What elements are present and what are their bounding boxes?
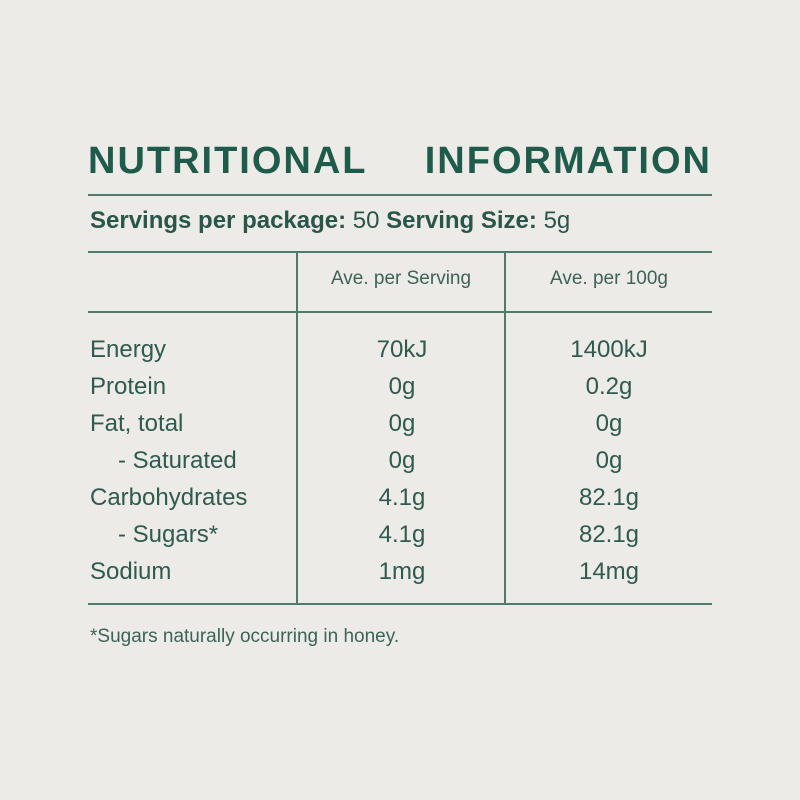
per-100g-value: 82.1g bbox=[578, 484, 640, 511]
servings-info: Servings per package: 50 Serving Size: 5… bbox=[90, 207, 570, 235]
per-100g-value: 1400kJ bbox=[570, 336, 648, 363]
table-row: Fat, total 0g 0g bbox=[88, 410, 712, 447]
per-100g-value: 0g bbox=[595, 410, 623, 437]
nutrient-name: Sodium bbox=[90, 558, 172, 585]
table-row: - Sugars* 4.1g 82.1g bbox=[88, 521, 712, 558]
column-divider bbox=[504, 252, 506, 605]
nutrient-name: - Saturated bbox=[118, 447, 237, 474]
serving-size-label: Serving Size: bbox=[386, 207, 537, 234]
nutrient-name: Protein bbox=[90, 373, 167, 400]
divider bbox=[88, 251, 712, 253]
per-serving-value: 1mg bbox=[378, 558, 426, 585]
footnote: *Sugars naturally occurring in honey. bbox=[90, 626, 400, 647]
column-divider bbox=[296, 252, 298, 605]
serving-size-value: 5g bbox=[543, 207, 571, 234]
table-row: Sodium 1mg 14mg bbox=[88, 558, 712, 595]
servings-per-package-value: 50 bbox=[352, 207, 380, 234]
nutrient-name: - Sugars* bbox=[118, 521, 219, 548]
table-row: Carbohydrates 4.1g 82.1g bbox=[88, 484, 712, 521]
per-serving-value: 0g bbox=[388, 410, 416, 437]
table-row: - Saturated 0g 0g bbox=[88, 447, 712, 484]
per-100g-value: 0g bbox=[595, 447, 623, 474]
per-100g-value: 82.1g bbox=[578, 521, 640, 548]
per-serving-value: 0g bbox=[388, 447, 416, 474]
servings-per-package-label: Servings per package: bbox=[90, 207, 347, 234]
per-serving-value: 4.1g bbox=[378, 521, 426, 548]
nutrient-name: Fat, total bbox=[90, 410, 184, 437]
divider bbox=[88, 603, 712, 605]
per-serving-value: 4.1g bbox=[378, 484, 426, 511]
nutrient-name: Energy bbox=[90, 336, 167, 363]
nutrient-name: Carbohydrates bbox=[90, 484, 248, 511]
divider bbox=[88, 194, 712, 196]
table-row: Protein 0g 0.2g bbox=[88, 373, 712, 410]
table-row: Energy 70kJ 1400kJ bbox=[88, 336, 712, 373]
per-serving-value: 70kJ bbox=[376, 336, 428, 363]
column-header-serving: Ave. per Serving bbox=[330, 268, 472, 289]
divider bbox=[88, 311, 712, 313]
column-header-100g: Ave. per 100g bbox=[550, 268, 668, 289]
per-serving-value: 0g bbox=[388, 373, 416, 400]
page-title: NUTRITIONAL INFORMATION bbox=[88, 140, 712, 182]
per-100g-value: 14mg bbox=[578, 558, 640, 585]
per-100g-value: 0.2g bbox=[585, 373, 633, 400]
